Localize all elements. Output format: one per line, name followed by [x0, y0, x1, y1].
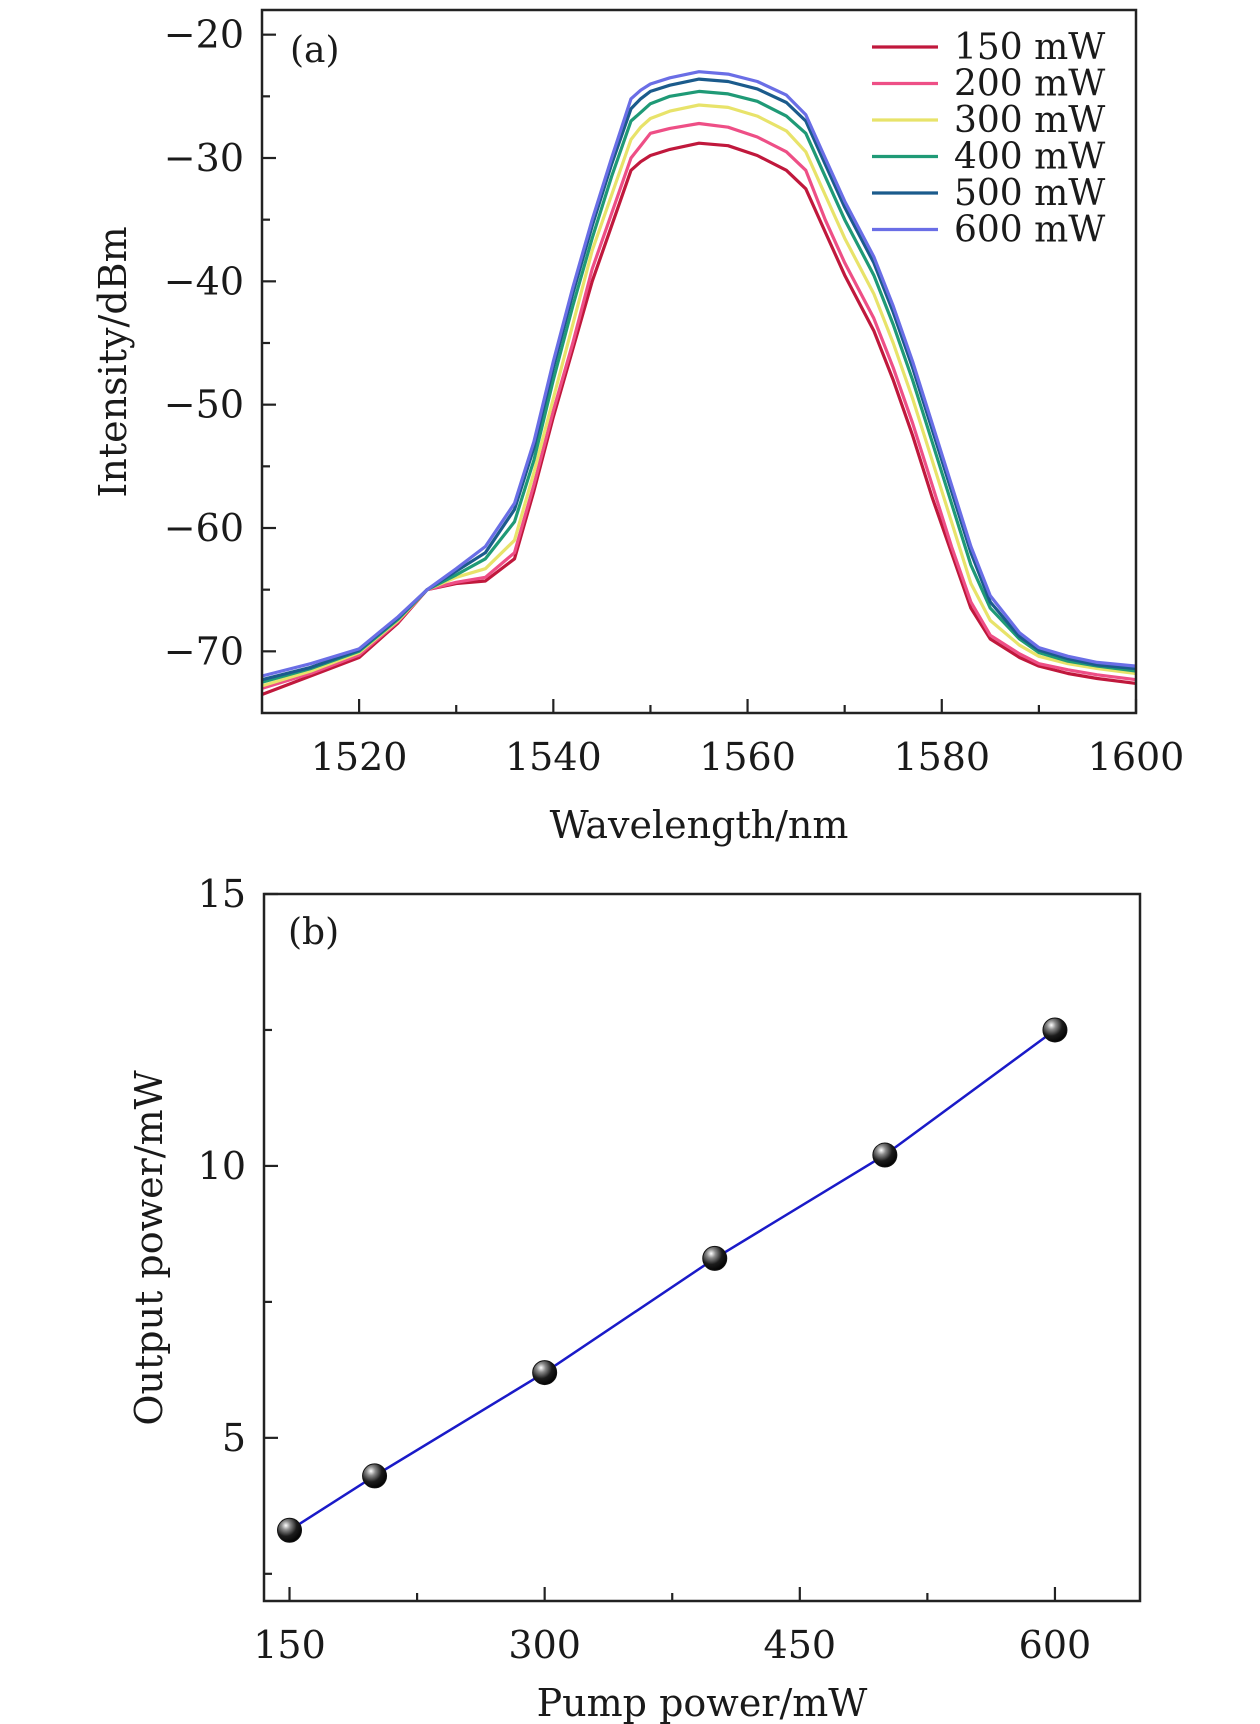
data-point: [362, 1463, 388, 1489]
output-power-chart: 5 10 15 150 300 450 600 (b) Pump power/mW Out…: [127, 872, 1142, 1724]
series-line-400-mw: [261, 89, 1137, 684]
x-tick-label: 1580: [893, 735, 990, 779]
y-tick-label: 5: [222, 1416, 246, 1460]
legend-label: 400 mW: [954, 137, 1105, 178]
y-axis-title: Output power/mW: [127, 1070, 171, 1425]
x-tick-label: 300: [508, 1623, 581, 1667]
data-point: [277, 1517, 303, 1543]
x-tick-label: 600: [1019, 1623, 1092, 1667]
data-point: [1042, 1017, 1068, 1043]
x-tick-label: 150: [253, 1623, 326, 1667]
y-tick-label: −30: [164, 136, 244, 180]
x-axis-ticks: 1520 1540 1560 1580 1600: [311, 699, 1185, 779]
x-tick-label: 450: [764, 1623, 837, 1667]
data-point: [702, 1245, 728, 1271]
y-tick-label: 15: [198, 872, 246, 916]
legend-label: 200 mW: [954, 64, 1105, 105]
y-tick-label: −60: [164, 506, 244, 550]
spectrum-chart: −20−30−40−50−60−70 1520 1540 1560 1580 1600 …: [91, 8, 1185, 847]
y-axis-ticks: 5 10 15: [198, 872, 278, 1575]
panel-label-a: (a): [290, 30, 340, 71]
spectrum-series: [261, 70, 1137, 696]
x-tick-label: 1540: [505, 735, 602, 779]
y-tick-label: −40: [164, 259, 244, 303]
y-tick-label: 10: [198, 1144, 246, 1188]
series-line-300-mw: [261, 103, 1137, 688]
y-tick-label: −20: [164, 13, 244, 57]
panel-label-b: (b): [288, 912, 339, 953]
legend-label: 300 mW: [954, 100, 1105, 141]
y-axis-title: Intensity/dBm: [91, 226, 135, 497]
y-axis-ticks: −20 −30 −40 −50 −60 −70: [164, 13, 276, 673]
y-tick-label: −50: [164, 383, 244, 427]
x-axis-ticks: 150 300 450 600: [253, 1587, 1091, 1667]
x-axis-title: Wavelength/nm: [550, 803, 849, 847]
series-line-200-mw: [261, 121, 1137, 690]
series-line-600-mw: [261, 70, 1137, 678]
x-tick-label: 1520: [311, 735, 408, 779]
x-axis-title: Pump power/mW: [537, 1681, 868, 1724]
data-markers: [277, 1017, 1068, 1543]
plot-frame: [262, 892, 1142, 1603]
x-tick-label: 1600: [1088, 735, 1185, 779]
legend-label: 600 mW: [954, 210, 1105, 251]
fit-line: [288, 1028, 1056, 1532]
series-line-150-mw: [261, 141, 1137, 696]
legend-label: 150 mW: [954, 27, 1105, 68]
data-point: [872, 1142, 898, 1168]
plot-frame: [260, 8, 1138, 715]
series-line-500-mw: [261, 77, 1137, 682]
x-tick-label: 1560: [699, 735, 796, 779]
y-tick-label: −70: [164, 629, 244, 673]
legend-label: 500 mW: [954, 173, 1105, 214]
data-point: [532, 1360, 558, 1386]
